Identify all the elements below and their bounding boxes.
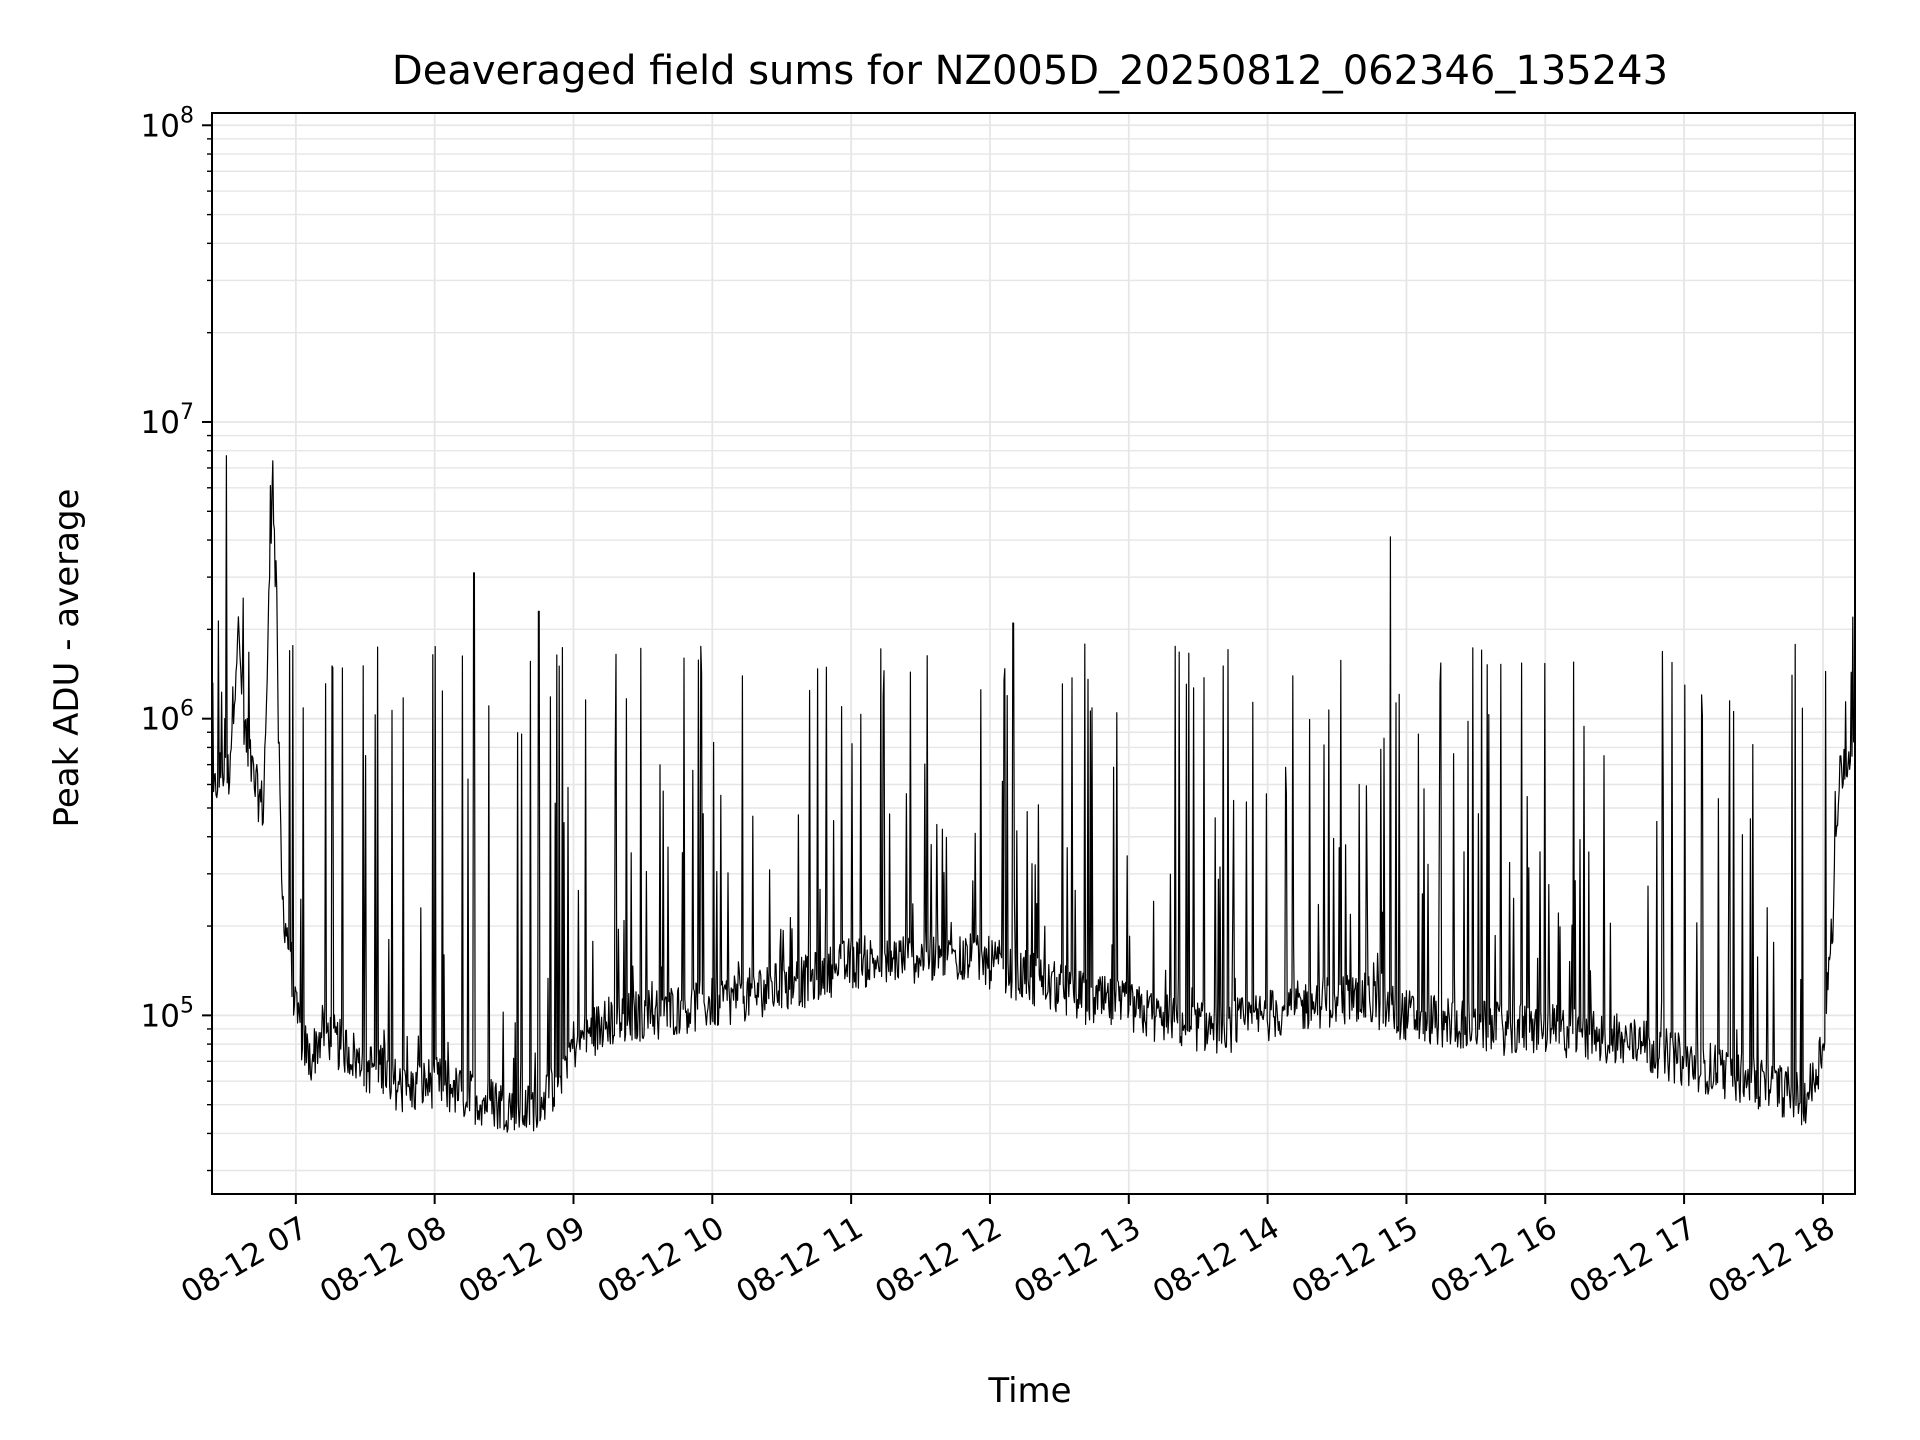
y-tick-label: 108: [141, 103, 194, 144]
y-tick-label: 107: [141, 400, 194, 441]
series-line: [211, 455, 1855, 1133]
y-axis: 105 106 107 108: [141, 103, 212, 1172]
plot-frame: [211, 112, 1856, 1195]
chart-title: Deaveraged field sums for NZ005D_2025081…: [392, 48, 1668, 94]
y-tick-label: 106: [141, 697, 194, 738]
y-tick-label: 105: [141, 993, 194, 1034]
x-axis-label: Time: [987, 1371, 1071, 1411]
series-group: [211, 455, 1855, 1133]
y-axis-label: Peak ADU - average: [47, 489, 87, 828]
